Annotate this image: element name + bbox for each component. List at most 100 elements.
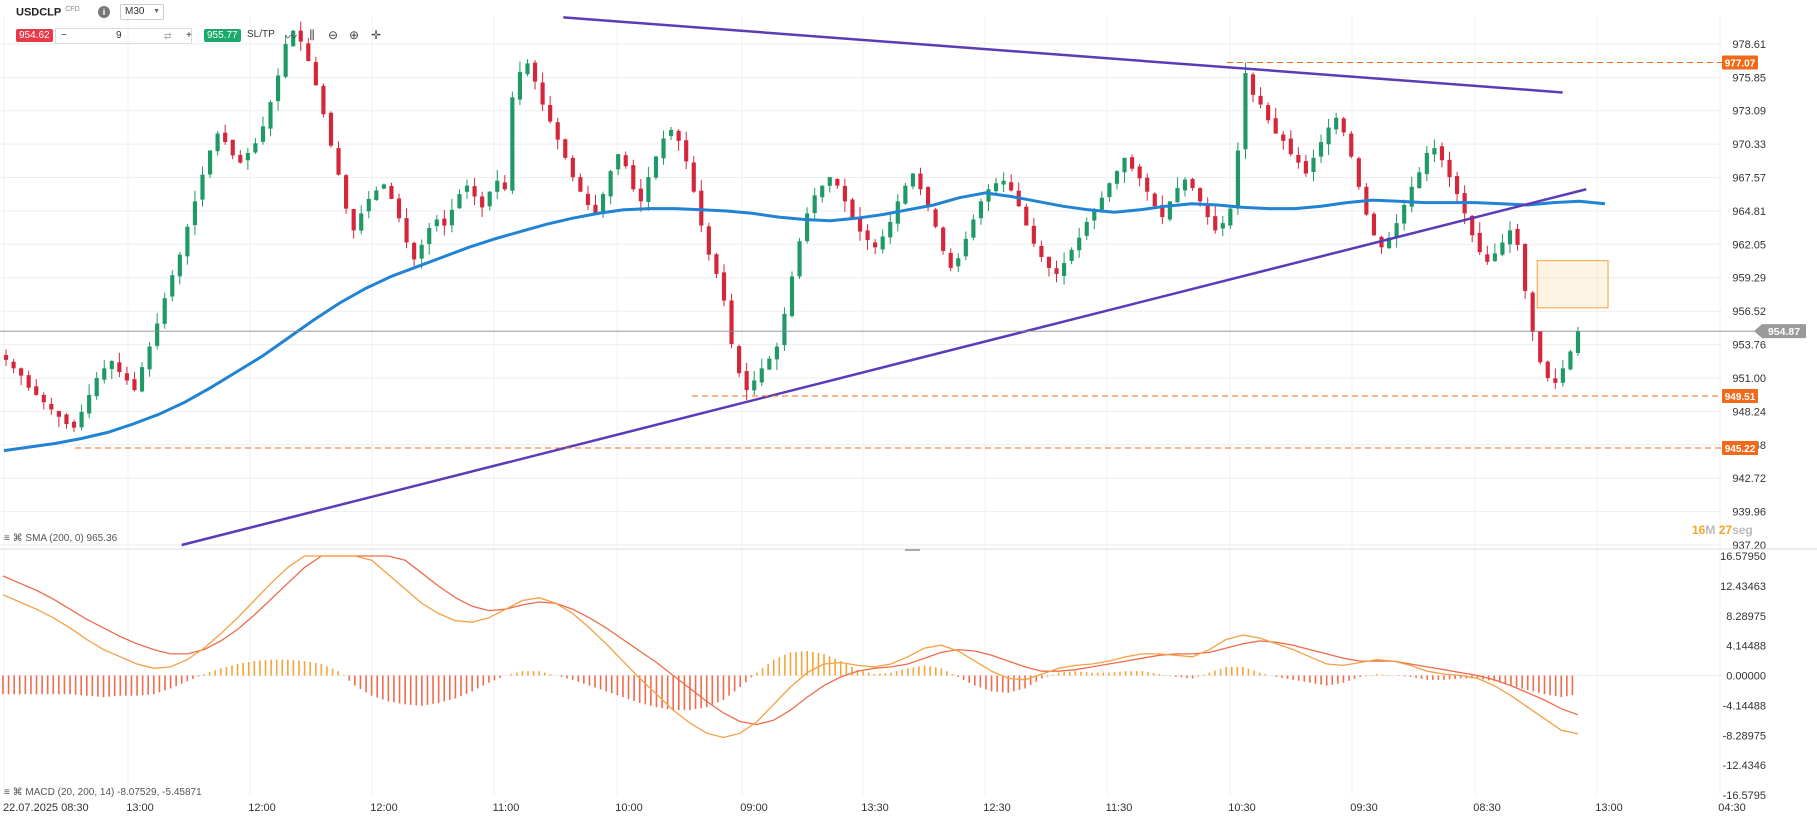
timeframe-select[interactable]: M30 ▼ [120, 4, 164, 20]
buy-button[interactable]: 955.77 [204, 29, 241, 42]
candle-down [1523, 244, 1528, 291]
candles-icon[interactable]: ⫼ [309, 28, 315, 42]
decrease-quantity-button[interactable]: − [61, 30, 67, 41]
candle-down [548, 105, 553, 122]
candle-down [132, 379, 137, 391]
candle-up [789, 276, 795, 317]
macd-tick-label: 8.28975 [1726, 611, 1766, 623]
candle-down [1273, 118, 1278, 134]
candle-up [457, 194, 462, 209]
macd-signal-line [2, 555, 1579, 726]
candle-down [737, 346, 742, 374]
candle-up [1069, 249, 1074, 261]
candle-up [774, 346, 779, 360]
candle-down [1477, 232, 1482, 253]
candle-up [759, 368, 764, 383]
candle-down [64, 414, 69, 424]
candle-up [139, 367, 145, 392]
candle-up [427, 227, 432, 245]
candle-down [684, 140, 689, 162]
candle-up [1394, 223, 1399, 238]
candle-up [419, 244, 424, 259]
candle-down [941, 227, 946, 251]
candle-down [850, 199, 855, 220]
sma-indicator-label[interactable]: ≡ ⌘ SMA (200, 0) 965.36 [4, 533, 118, 544]
candle-down [1538, 331, 1543, 363]
quantity-stepper[interactable]: − 9 ⇄ + [55, 28, 192, 44]
candle-down [1160, 204, 1165, 218]
candle-down [1031, 225, 1036, 244]
current-price-label: 954.87 [1768, 326, 1800, 338]
candle-up [646, 177, 651, 202]
candle-down [1553, 378, 1558, 383]
y-tick-label: 959.29 [1732, 273, 1766, 285]
y-tick-label: 967.57 [1732, 173, 1766, 185]
macd-indicator-label[interactable]: ≡ ⌘ MACD (20, 200, 14) -8.07529, -5.4587… [4, 787, 202, 798]
candle-up [510, 97, 515, 191]
candle-up [993, 183, 999, 192]
candle-down [56, 411, 61, 417]
x-tick-label: 22.07.2025 08:30 [3, 802, 89, 814]
macd-tick-label: -16.5795 [1723, 790, 1766, 802]
candle-down [1371, 213, 1377, 236]
candle-down [691, 162, 696, 192]
candle-down [714, 254, 719, 274]
quantity-input[interactable]: 9 [116, 30, 122, 41]
info-icon[interactable]: i [98, 6, 110, 18]
candle-up [177, 254, 182, 277]
candle-up [1386, 237, 1392, 249]
price-level-tag [1722, 440, 1758, 455]
y-tick-label: 964.81 [1732, 206, 1766, 218]
candle-down [351, 209, 356, 231]
candle-down [563, 139, 568, 158]
candle-up [291, 30, 296, 47]
macd-histogram [2, 650, 1574, 711]
candle-down [857, 217, 863, 232]
candle-up [245, 152, 250, 161]
candle-down [1281, 134, 1286, 141]
candle-up [207, 150, 213, 175]
candle-up [1092, 209, 1097, 221]
candle-up [102, 368, 107, 380]
line-chart-icon[interactable]: 〰 [284, 30, 297, 44]
candle-up [1575, 331, 1581, 353]
candle-down [344, 175, 349, 209]
x-tick-label: 12:00 [370, 802, 398, 814]
candle-up [1061, 263, 1067, 276]
candle-up [495, 180, 500, 192]
candle-up [1560, 368, 1565, 383]
current-price-tag [1754, 324, 1806, 339]
candle-down [117, 362, 122, 372]
crosshair-icon[interactable]: ✛ [370, 28, 382, 42]
sell-button[interactable]: 954.62 [16, 29, 53, 42]
candle-down [570, 157, 575, 178]
candle-down [623, 155, 628, 167]
candle-up [963, 238, 968, 257]
candle-down [532, 62, 538, 82]
zoom-out-icon[interactable]: ⊖ [327, 28, 339, 42]
candle-down [1250, 74, 1256, 95]
candle-up [374, 190, 379, 201]
sltp-button[interactable]: SL/TP [247, 29, 275, 40]
candle-up [525, 63, 530, 75]
candle-up [162, 298, 167, 324]
x-tick-label: 04:30 [1718, 802, 1746, 814]
increase-quantity-button[interactable]: + [186, 30, 192, 41]
candle-down [404, 218, 409, 243]
price-level-label: 945.22 [1725, 444, 1756, 455]
swap-icon[interactable]: ⇄ [164, 31, 172, 41]
symbol-name[interactable]: USDCLP CFD [16, 6, 80, 19]
candle-up [971, 219, 976, 238]
candle-down [306, 43, 311, 61]
zoom-in-icon[interactable]: ⊕ [348, 28, 360, 42]
candle-down [49, 403, 54, 410]
candle-up [1220, 223, 1225, 229]
candle-down [124, 373, 130, 381]
candle-up [215, 133, 220, 152]
candle-up [827, 177, 832, 186]
candle-up [752, 380, 757, 391]
candle-down [298, 30, 303, 42]
candle-down [71, 421, 77, 428]
candle-down [1439, 146, 1445, 161]
